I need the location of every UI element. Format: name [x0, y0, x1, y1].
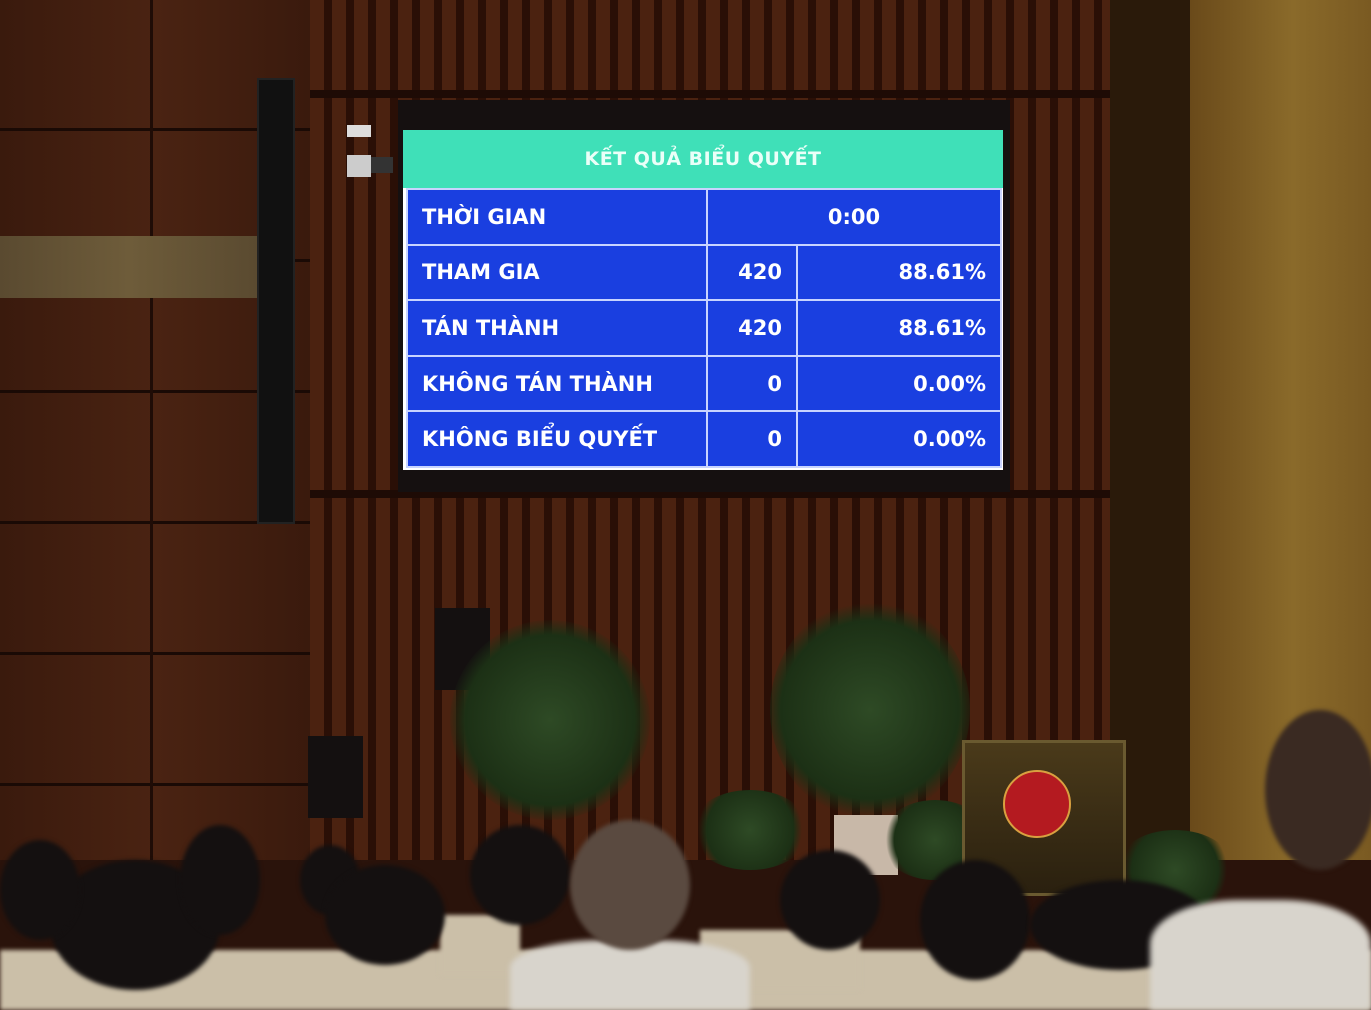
potted-plant — [690, 790, 810, 870]
table-row: KHÔNG BIỂU QUYẾT 0 0.00% — [406, 410, 1002, 468]
row-label: KHÔNG BIỂU QUYẾT — [406, 410, 708, 468]
wall-speaker — [257, 78, 295, 524]
table-row: KHÔNG TÁN THÀNH 0 0.00% — [406, 354, 1002, 413]
wall-beam — [310, 490, 1110, 498]
row-percent: 88.61% — [796, 243, 1002, 302]
result-table: THỜI GIAN 0:00 THAM GIA 420 88.61% TÁN T… — [406, 188, 1002, 468]
row-count: 0 — [706, 354, 798, 413]
voting-result-screen: KẾT QUẢ BIỂU QUYẾT THỜI GIAN 0:00 THAM G… — [403, 130, 1003, 470]
stage-speaker — [308, 736, 363, 818]
wall-stripe — [0, 236, 258, 298]
potted-plant — [450, 620, 650, 820]
row-label: KHÔNG TÁN THÀNH — [406, 354, 708, 413]
row-percent: 0.00% — [796, 410, 1002, 468]
row-count: 0 — [706, 410, 798, 468]
audience — [0, 710, 1371, 1010]
potted-plant — [770, 600, 970, 820]
wall-beam — [310, 90, 1110, 98]
national-assembly-emblem — [1003, 770, 1071, 838]
row-label: TÁN THÀNH — [406, 299, 708, 357]
row-count: 420 — [706, 243, 798, 302]
row-percent: 0.00% — [796, 354, 1002, 413]
camera-icon — [347, 125, 393, 177]
row-percent: 88.61% — [796, 299, 1002, 357]
row-count: 420 — [706, 299, 798, 357]
table-row: TÁN THÀNH 420 88.61% — [406, 299, 1002, 357]
time-value: 0:00 — [706, 188, 1002, 246]
table-row: THAM GIA 420 88.61% — [406, 243, 1002, 302]
row-label: THAM GIA — [406, 243, 708, 302]
time-label: THỜI GIAN — [406, 188, 708, 246]
table-row: THỜI GIAN 0:00 — [406, 188, 1002, 246]
screen-title: KẾT QUẢ BIỂU QUYẾT — [403, 130, 1003, 188]
